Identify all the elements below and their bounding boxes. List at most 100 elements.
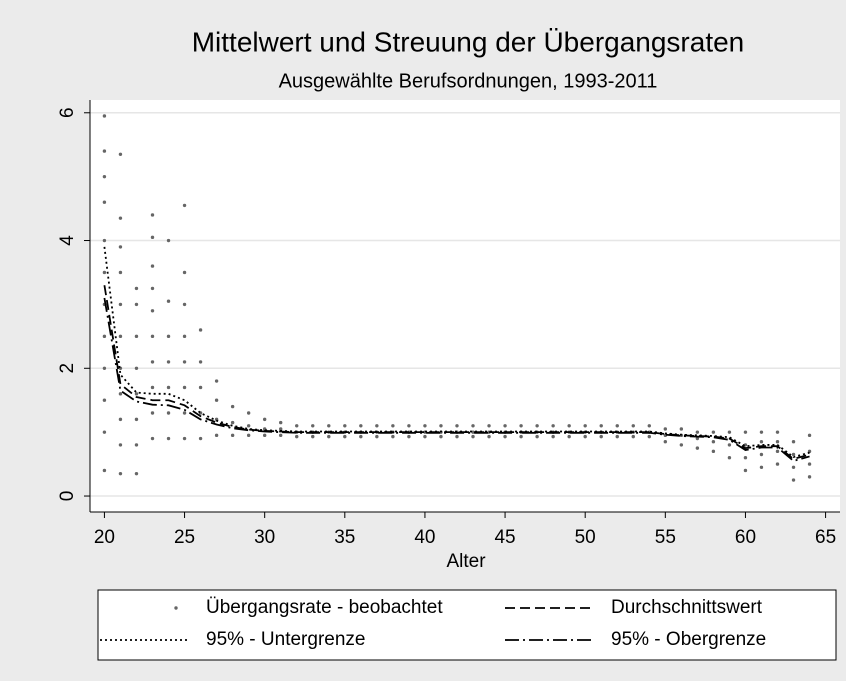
- point: [471, 430, 475, 434]
- point: [791, 478, 796, 482]
- point: [391, 434, 395, 439]
- point: [150, 286, 155, 291]
- point: [198, 385, 203, 390]
- point: [311, 424, 315, 428]
- point: [102, 200, 107, 204]
- point: [166, 334, 171, 339]
- line: [103, 297, 810, 462]
- point: [150, 436, 155, 441]
- point: [775, 430, 780, 434]
- point: [182, 360, 187, 364]
- point: [118, 152, 123, 156]
- point: [102, 430, 107, 434]
- point: [134, 286, 139, 291]
- point: [150, 235, 155, 240]
- point: [150, 264, 155, 268]
- point: [166, 411, 171, 415]
- point: [711, 449, 716, 454]
- point: [102, 238, 107, 243]
- point: [471, 424, 475, 428]
- point: [711, 430, 716, 434]
- x-tick-label: 25: [174, 527, 195, 548]
- point: [759, 440, 764, 444]
- point: [134, 302, 139, 307]
- point: [695, 436, 700, 441]
- point: [455, 424, 459, 428]
- point: [375, 424, 379, 428]
- point: [743, 456, 748, 460]
- point: [359, 424, 363, 428]
- point: [214, 379, 219, 383]
- point: [519, 434, 523, 439]
- point: [118, 216, 123, 220]
- point: [279, 433, 283, 438]
- point: [230, 420, 235, 425]
- point: [791, 440, 796, 444]
- point: [182, 436, 187, 441]
- point: [327, 434, 331, 439]
- point: [759, 465, 764, 469]
- point: [407, 424, 411, 428]
- point: [311, 434, 315, 439]
- point: [102, 366, 107, 370]
- legend-label: 95% - Untergrenze: [206, 629, 365, 650]
- chart-subtitle: Ausgewählte Berufsordnungen, 1993-2011: [279, 70, 658, 92]
- point: [327, 424, 331, 428]
- point: [679, 427, 684, 431]
- point: [134, 392, 139, 396]
- point: [631, 424, 635, 428]
- point: [359, 434, 363, 439]
- point: [118, 270, 123, 275]
- point: [214, 433, 219, 438]
- point: [343, 434, 347, 439]
- point: [182, 203, 187, 208]
- point: [279, 427, 283, 431]
- point: [182, 334, 187, 339]
- point: [615, 424, 619, 428]
- legend: [97, 589, 837, 661]
- point: [102, 174, 107, 179]
- point: [134, 471, 139, 476]
- point: [471, 434, 475, 439]
- point: [423, 434, 427, 439]
- point: [487, 424, 491, 428]
- point: [487, 434, 491, 439]
- point: [246, 411, 251, 415]
- point: [262, 433, 267, 438]
- point: [118, 392, 123, 396]
- point: [759, 430, 764, 434]
- point: [503, 434, 507, 439]
- y-tick-label: 0: [57, 491, 78, 502]
- point: [166, 360, 171, 364]
- point: [295, 424, 299, 428]
- point: [743, 443, 748, 447]
- point: [503, 424, 507, 428]
- x-tick-label: 60: [735, 527, 756, 548]
- point: [166, 238, 171, 243]
- point: [150, 360, 155, 364]
- x-tick-label: 45: [494, 527, 515, 548]
- point: [134, 417, 139, 422]
- x-tick-label: 65: [815, 527, 836, 548]
- legend-symbol: [174, 606, 178, 610]
- legend-label: Durchschnittswert: [611, 597, 763, 618]
- point: [102, 398, 107, 402]
- point: [679, 443, 684, 447]
- point: [182, 411, 187, 415]
- point: [695, 446, 700, 450]
- point: [759, 452, 764, 457]
- point: [230, 433, 235, 438]
- point: [230, 404, 235, 409]
- point: [182, 385, 187, 390]
- point: [118, 443, 123, 447]
- point: [150, 411, 155, 415]
- point: [567, 434, 571, 439]
- y-tick-label: 2: [57, 363, 78, 374]
- x-tick-label: 50: [575, 527, 596, 548]
- point: [102, 270, 107, 275]
- point: [134, 443, 139, 447]
- x-tick-label: 35: [334, 527, 355, 548]
- point: [775, 440, 780, 444]
- point: [343, 424, 347, 428]
